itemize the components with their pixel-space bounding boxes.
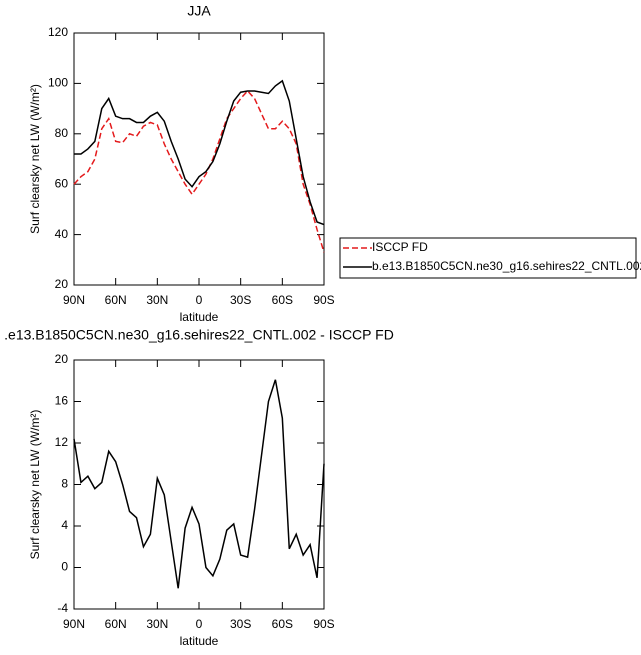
plot-frame [73, 359, 325, 610]
x-tick-label: 90N [63, 293, 85, 307]
x-tick-label: 0 [196, 293, 203, 307]
series-line [74, 79, 325, 226]
x-tick-label: 60S [272, 293, 293, 307]
series-line [73, 89, 325, 253]
y-tick-label: 0 [61, 560, 68, 574]
y-tick-label: 20 [55, 352, 69, 366]
y-tick-label: 40 [55, 227, 69, 241]
y-tick-label: 80 [55, 126, 69, 140]
legend-box [339, 237, 637, 279]
legend-label: b.e13.B1850C5CN.ne30_g16.sehires22_CNTL.… [372, 259, 641, 273]
x-tick-label: 60N [105, 617, 127, 631]
y-tick-label: -4 [57, 601, 68, 615]
y-tick-label: 100 [48, 76, 68, 90]
x-tick-label: 30N [146, 617, 168, 631]
y-tick-label: 8 [61, 477, 68, 491]
x-axis-label: latitude [180, 310, 219, 324]
y-tick-label: 20 [55, 277, 69, 291]
x-tick-label: 90S [313, 293, 334, 307]
series-line [73, 379, 325, 589]
x-tick-label: 30N [146, 293, 168, 307]
x-tick-label: 30S [230, 617, 251, 631]
plot-frame [73, 32, 325, 286]
chart-title: .e13.B1850C5CN.ne30_g16.sehires22_CNTL.0… [4, 327, 394, 343]
x-tick-label: 0 [196, 617, 203, 631]
x-tick-label: 60N [105, 293, 127, 307]
y-axis-label: Surf clearsky net LW (W/m²) [28, 410, 42, 560]
x-axis-label: latitude [180, 634, 219, 648]
y-tick-label: 60 [55, 176, 69, 190]
chart-title: JJA [187, 3, 211, 19]
x-tick-label: 30S [230, 293, 251, 307]
y-tick-label: 16 [55, 394, 69, 408]
y-tick-label: 12 [55, 435, 69, 449]
legend-label: ISCCP FD [372, 240, 428, 254]
x-tick-label: 90S [313, 617, 334, 631]
x-tick-label: 60S [272, 617, 293, 631]
y-tick-label: 120 [48, 25, 68, 39]
y-axis-label: Surf clearsky net LW (W/m²) [28, 84, 42, 234]
x-tick-label: 90N [63, 617, 85, 631]
y-tick-label: 4 [61, 518, 68, 532]
